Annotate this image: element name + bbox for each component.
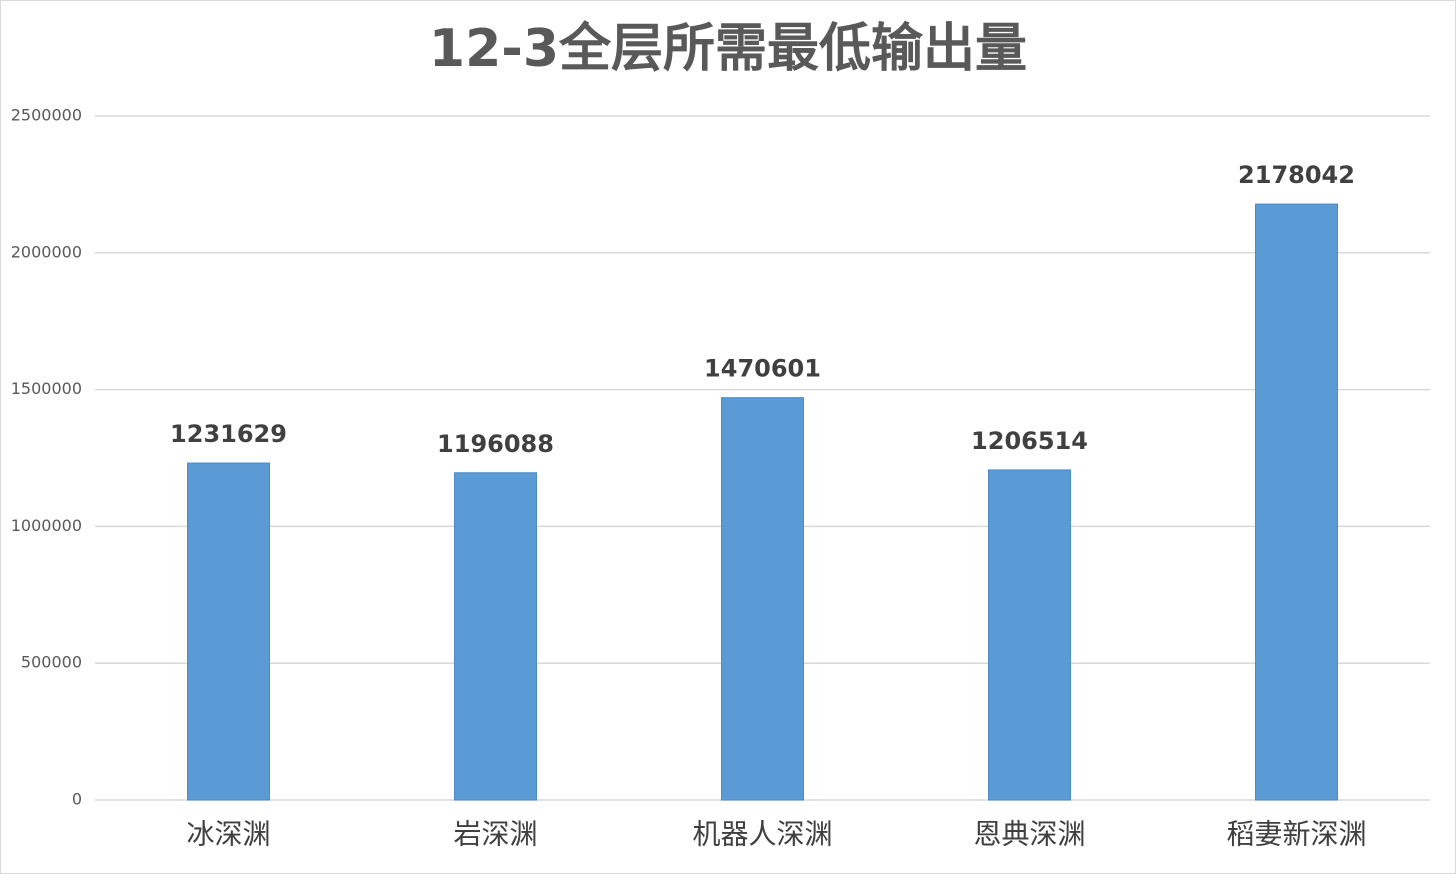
bar (721, 397, 804, 801)
y-tick-label: 1000000 (11, 516, 82, 535)
chart-title: 12-3全层所需最低输出量 (429, 19, 1027, 79)
x-tick-label: 恩典深渊 (973, 818, 1085, 851)
bar (187, 462, 270, 801)
x-tick-label: 稻妻新深渊 (1226, 818, 1366, 851)
value-label: 2178042 (1238, 161, 1355, 189)
y-tick-label: 0 (72, 790, 82, 809)
y-tick-label: 1500000 (11, 379, 82, 398)
bar (1255, 203, 1338, 801)
value-label: 1196088 (437, 430, 554, 458)
value-label: 1206514 (971, 427, 1088, 455)
value-label: 1470601 (704, 355, 821, 383)
bar (988, 469, 1071, 801)
value-label: 1231629 (170, 420, 287, 448)
y-tick-label: 2000000 (11, 242, 82, 261)
x-tick-label: 岩深渊 (453, 818, 537, 851)
x-tick-label: 冰深渊 (186, 818, 270, 851)
y-tick-label: 2500000 (11, 106, 82, 125)
bar (454, 472, 537, 801)
x-tick-label: 机器人深渊 (692, 818, 832, 851)
y-tick-label: 500000 (21, 653, 82, 672)
